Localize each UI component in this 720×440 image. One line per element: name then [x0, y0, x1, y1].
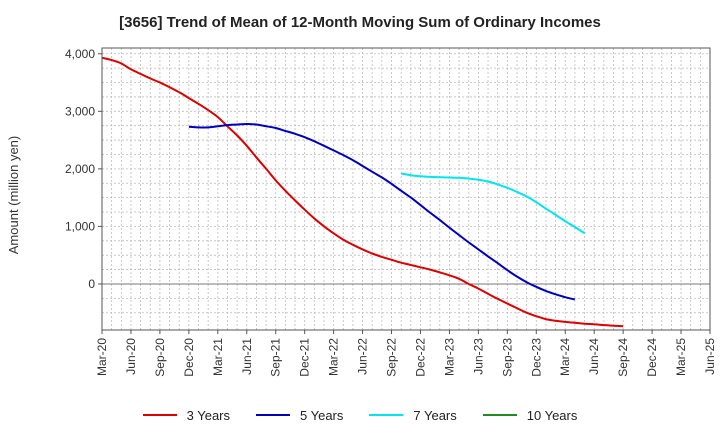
- x-tick-label: Mar-25: [674, 338, 688, 376]
- x-tick-label: Mar-23: [442, 338, 456, 376]
- x-tick-label: Sep-22: [385, 338, 399, 377]
- legend-item-3-years: 3 Years: [142, 407, 230, 423]
- x-tick-label: Sep-23: [500, 338, 514, 377]
- legend-swatch: [369, 414, 404, 416]
- x-tick-label: Jun-24: [587, 338, 601, 375]
- y-tick-label: 4,000: [65, 47, 95, 61]
- x-tick-label: Dec-21: [298, 338, 312, 377]
- x-tick-label: Dec-24: [645, 338, 659, 377]
- y-tick-label: 2,000: [65, 162, 95, 176]
- y-tick-label: 3,000: [65, 104, 95, 118]
- legend-label: 5 Years: [300, 407, 344, 423]
- y-tick-label: 0: [88, 277, 95, 291]
- x-tick-label: Jun-25: [703, 338, 717, 375]
- series-line-5-years: [188, 123, 576, 301]
- x-tick-label: Jun-21: [240, 338, 254, 375]
- x-tick-label: Mar-22: [327, 338, 341, 376]
- x-tick-label: Mar-20: [95, 338, 109, 376]
- y-axis-title: Amount (million yen): [6, 136, 21, 255]
- x-axis-ticks: Mar-20 Jun-20 Sep-20 Dec-20 Mar-21 Jun-21 Sep-…: [95, 330, 717, 377]
- legend-label: 10 Years: [526, 407, 578, 423]
- x-tick-label: Dec-23: [529, 338, 543, 377]
- plot-border: [101, 47, 711, 331]
- legend-swatch: [256, 414, 290, 416]
- x-tick-label: Sep-24: [616, 338, 630, 377]
- legend: 3 Years 5 Years 7 Years 10 Years: [0, 404, 720, 426]
- legend-swatch: [142, 414, 177, 416]
- legend-label: 7 Years: [413, 407, 457, 423]
- legend-item-7-years: 7 Years: [369, 407, 457, 423]
- x-tick-label: Jun-22: [356, 338, 370, 375]
- x-tick-label: Sep-20: [153, 338, 167, 377]
- line-chart: 0 1,000 2,000 3,000 4,000 Mar-20 Jun-20 Sep-20…: [6, 47, 717, 377]
- y-tick-label: 1,000: [65, 219, 95, 233]
- legend-item-5-years: 5 Years: [256, 408, 343, 423]
- chart-title: [3656] Trend of Mean of 12-Month Moving …: [119, 14, 601, 31]
- x-tick-label: Mar-24: [558, 338, 572, 376]
- series-line-7-years: [400, 172, 586, 235]
- series-line-3-years: [101, 56, 624, 328]
- x-tick-label: Jun-20: [124, 338, 138, 375]
- grid: [102, 48, 710, 330]
- x-tick-label: Dec-20: [182, 338, 196, 377]
- legend-label: 3 Years: [186, 407, 230, 423]
- x-tick-label: Sep-21: [269, 338, 283, 377]
- plot-area: [102, 48, 710, 330]
- legend-item-10-years: 10 Years: [482, 407, 578, 423]
- legend-swatch: [482, 414, 517, 416]
- y-axis-ticks: 0 1,000 2,000 3,000 4,000: [65, 47, 102, 291]
- x-tick-label: Jun-23: [471, 338, 485, 375]
- x-tick-label: Mar-21: [211, 338, 225, 376]
- x-tick-label: Dec-22: [413, 338, 427, 377]
- series-lines: [101, 56, 624, 328]
